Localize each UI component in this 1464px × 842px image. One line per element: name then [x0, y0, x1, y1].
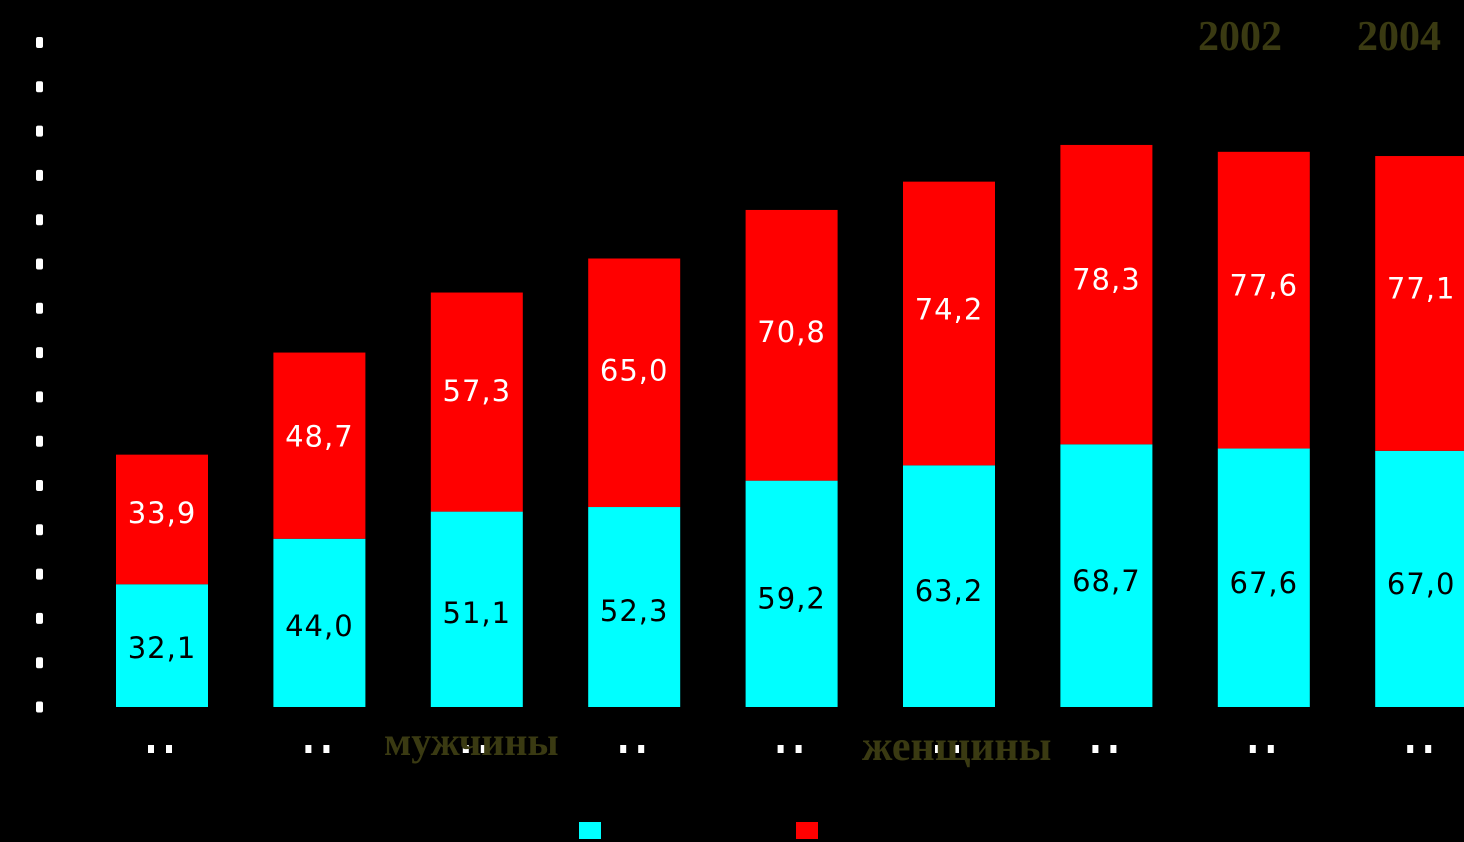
bar-women [745, 209, 838, 481]
y-tick-mark [36, 81, 43, 93]
data-label-women: 77,6 [1230, 268, 1299, 302]
data-label-men: 67,6 [1230, 566, 1299, 600]
bar-women [116, 454, 208, 585]
data-label-men: 32,1 [128, 631, 197, 665]
legend-swatch-women [796, 822, 818, 839]
x-tick-mark [777, 745, 784, 753]
bar-women [903, 181, 995, 466]
y-tick-mark [36, 302, 43, 314]
y-tick-mark [36, 657, 43, 669]
x-tick-mark [1110, 745, 1117, 753]
bar-men [1217, 448, 1310, 707]
bars-group: 32,1 33,9 44,0 48,7 51,1 57,3 52,3 65,0 59,2 70,8… [116, 144, 1464, 707]
bar-men [273, 538, 366, 707]
data-label-women: 57,3 [443, 374, 512, 408]
data-label-men: 63,2 [915, 574, 984, 608]
legend-swatch-men [579, 822, 601, 839]
data-label-women: 78,3 [1072, 263, 1141, 297]
bar-men [745, 480, 838, 707]
data-label-men: 51,1 [443, 596, 512, 630]
y-tick-mark [36, 612, 43, 624]
y-tick-mark [36, 391, 43, 403]
year-label-2002: 2002 [1198, 14, 1282, 60]
data-label-women: 48,7 [285, 419, 354, 453]
bar-men [116, 584, 208, 707]
x-tick-mark [480, 745, 487, 753]
x-tick-mark [1407, 745, 1414, 753]
x-tick-mark [1092, 745, 1099, 753]
y-axis-tick-marks [36, 37, 43, 713]
y-tick-mark [36, 568, 43, 580]
x-axis-tick-marks [148, 745, 1432, 753]
bar-women [430, 292, 523, 512]
year-label-2004: 2004 [1357, 14, 1441, 60]
y-tick-mark [36, 480, 43, 491]
legend-label-men: мужчины [384, 719, 559, 764]
bar-women [1217, 151, 1310, 449]
bar-men [588, 507, 681, 707]
data-label-men: 44,0 [285, 609, 354, 643]
data-label-women: 70,8 [757, 315, 826, 349]
x-tick-mark [166, 745, 172, 753]
x-tick-mark [935, 745, 941, 753]
x-tick-mark [953, 745, 959, 753]
data-label-women: 33,9 [128, 496, 197, 530]
x-tick-mark [1425, 745, 1432, 753]
x-tick-mark [462, 745, 469, 753]
data-label-men: 68,7 [1072, 564, 1141, 598]
y-tick-mark [36, 214, 43, 226]
bar-men [903, 465, 995, 707]
bar-men [1060, 444, 1153, 707]
y-tick-mark [36, 701, 43, 713]
y-tick-mark [36, 169, 43, 181]
data-label-men: 59,2 [757, 581, 826, 615]
x-tick-mark [148, 745, 154, 753]
x-tick-mark [323, 745, 330, 753]
bar-women [588, 258, 681, 508]
y-tick-mark [36, 37, 43, 48]
x-tick-mark [620, 745, 627, 753]
x-tick-mark [1249, 745, 1256, 753]
y-tick-mark [36, 125, 43, 137]
data-label-men: 52,3 [600, 594, 669, 628]
x-tick-mark [305, 745, 312, 753]
bar-men [430, 511, 523, 707]
y-tick-mark [36, 258, 43, 270]
legend-label-women: женщины [862, 724, 1052, 770]
y-tick-mark [36, 524, 43, 536]
y-tick-mark [36, 435, 43, 447]
data-label-women: 65,0 [600, 353, 669, 387]
bar-women [1060, 144, 1153, 445]
x-tick-mark [638, 745, 645, 753]
data-label-women: 74,2 [915, 292, 984, 326]
x-tick-mark [1267, 745, 1274, 753]
y-tick-mark [36, 347, 43, 359]
bar-men [1375, 450, 1464, 707]
x-tick-mark [795, 745, 802, 753]
data-label-women: 77,1 [1387, 272, 1456, 306]
bar-women [273, 352, 366, 539]
bar-women [1375, 156, 1464, 451]
data-label-men: 67,0 [1387, 567, 1456, 601]
